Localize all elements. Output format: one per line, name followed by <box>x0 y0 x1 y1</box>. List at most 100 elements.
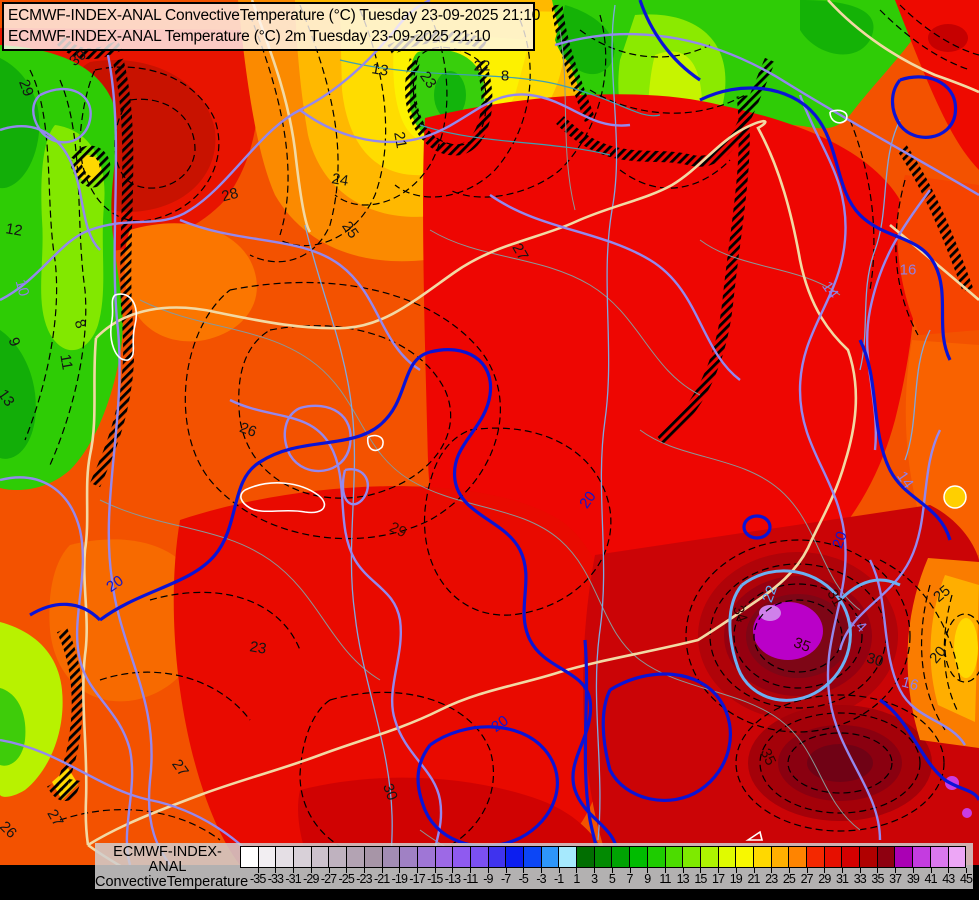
legend-parameter-name: ConvectiveTemperature <box>95 874 249 890</box>
colorbar-tick-value: 7 <box>626 872 634 886</box>
colorbar-tickmark <box>912 868 914 873</box>
colorbar-tickmark <box>718 868 720 873</box>
river-lines <box>304 4 931 866</box>
colorbar-tick-value: -15 <box>427 872 443 886</box>
colorbar-tick-value: 15 <box>694 872 707 886</box>
colorbar-tickmark <box>788 868 790 873</box>
colorbar-tickmark <box>877 868 879 873</box>
colorbar-tick-value: -27 <box>320 872 337 886</box>
colorbar-cell <box>381 846 400 868</box>
colorbar-tickmark <box>753 868 755 873</box>
colorbar-cell <box>629 846 647 868</box>
colorbar-cell <box>240 846 258 868</box>
colorbar-tickmark <box>824 868 826 873</box>
colorbar-tick-value: -21 <box>373 872 390 886</box>
colorbar-cell <box>257 846 276 868</box>
colorbar-cell <box>735 846 753 868</box>
colorbar-tick-value: -3 <box>536 872 546 886</box>
colorbar-tick-value: 43 <box>942 872 955 886</box>
colorbar-cell <box>328 846 347 868</box>
colorbar-tick-value: -19 <box>391 872 408 886</box>
colorbar-cell <box>699 846 718 868</box>
colorbar-tickmark <box>895 868 897 873</box>
colorbar-tick-value: -25 <box>338 872 355 886</box>
colorbar-cell <box>523 846 541 868</box>
colorbar-tick-value: 13 <box>676 872 690 886</box>
colorbar-cell <box>363 846 382 868</box>
colorbar-tickmark <box>647 868 649 873</box>
colorbar-tickmark <box>930 868 932 873</box>
colorbar-tickmark <box>434 868 436 873</box>
colorbar-tickmark <box>629 868 631 873</box>
colorbar-cell <box>416 846 435 868</box>
colorbar-tick-value: -31 <box>285 872 301 886</box>
colorbar-tickmark <box>417 868 419 873</box>
colorbar-cell <box>752 846 771 868</box>
colorbar-tick-value: 19 <box>729 872 743 886</box>
colorbar-tickmark <box>328 868 330 873</box>
colorbar-cell <box>806 846 824 868</box>
colorbar-tick-value: 11 <box>659 872 671 886</box>
fill-regions <box>0 0 979 865</box>
title-bar: ECMWF-INDEX-ANAL ConvectiveTemperature (… <box>2 2 541 51</box>
colorbar-tickmark <box>594 868 596 873</box>
colorbar-tick-value: 25 <box>782 872 796 886</box>
colorbar-tick-value: -35 <box>250 872 266 886</box>
colorbar-tick-value: 33 <box>853 872 867 886</box>
legend-model-name: ECMWF-INDEX-ANAL <box>113 844 222 875</box>
colorbar-tickmark <box>399 868 401 873</box>
colorbar-tickmark <box>470 868 472 873</box>
colorbar-tickmark <box>859 868 861 873</box>
colorbar-tick-value: -13 <box>444 872 461 886</box>
colorbar-tick-value: -1 <box>554 872 564 886</box>
colorbar-cell <box>293 846 311 868</box>
colorbar-tickmark <box>771 868 773 873</box>
gray-lines <box>99 29 861 866</box>
colorbar-tick-value: -17 <box>409 872 425 886</box>
colorbar-tick-value: 17 <box>712 872 725 886</box>
colorbar-tickmark <box>363 868 365 873</box>
colorbar-tick-value: 23 <box>765 872 778 886</box>
colorbar-tickmark <box>806 868 808 873</box>
colorbar-tick-value: -23 <box>356 872 372 886</box>
colorbar-cell <box>876 846 895 868</box>
colorbar-cell <box>452 846 470 868</box>
colorbar-tick-value: -11 <box>462 872 478 886</box>
colorbar-cell <box>434 846 453 868</box>
colorbar-tick-value: -7 <box>500 872 511 886</box>
colorbar-cell <box>717 846 736 868</box>
colorbar-cell <box>469 846 488 868</box>
colorbar-tickmark <box>966 868 967 873</box>
legend-unit: °C <box>160 889 175 900</box>
colorbar-tickmark <box>541 868 543 873</box>
title-line-convective: ECMWF-INDEX-ANAL ConvectiveTemperature (… <box>8 7 541 24</box>
colorbar-cell <box>929 846 948 868</box>
colorbar-tickmark <box>257 868 259 873</box>
colorbar-tick-value: -5 <box>518 872 529 886</box>
colorbar-tick-value: -9 <box>483 872 493 886</box>
colorbar-cell <box>505 846 523 868</box>
colorbar-tick-value: 27 <box>800 872 814 886</box>
colorbar-cell <box>894 846 913 868</box>
colorbar-cell <box>770 846 789 868</box>
temp-contours-violet <box>0 0 979 866</box>
colorbar-tickmark <box>735 868 737 873</box>
white-outlines <box>110 109 848 841</box>
colorbar-cell <box>664 846 683 868</box>
title-line-temperature: ECMWF-INDEX-ANAL Temperature (°C) 2m Tue… <box>8 28 491 45</box>
colorbar-cell <box>399 846 417 868</box>
colorbar-cell <box>310 846 329 868</box>
colorbar-tickmark <box>293 868 295 873</box>
colorbar-tick-value: 1 <box>573 872 580 886</box>
colorbar-tick-value: 3 <box>591 872 598 886</box>
colorbar-tick-value: -33 <box>267 872 284 886</box>
legend-labels: ECMWF-INDEX-ANAL ConvectiveTemperature °… <box>95 843 249 900</box>
colorbar-cell <box>841 846 860 868</box>
colorbar-tick-value: 37 <box>889 872 902 886</box>
legend-panel: ECMWF-INDEX-ANAL ConvectiveTemperature °… <box>95 843 973 900</box>
colorbar-tickmark <box>682 868 684 873</box>
colorbar-cell <box>487 846 506 868</box>
colorbar-tickmark <box>381 868 383 873</box>
